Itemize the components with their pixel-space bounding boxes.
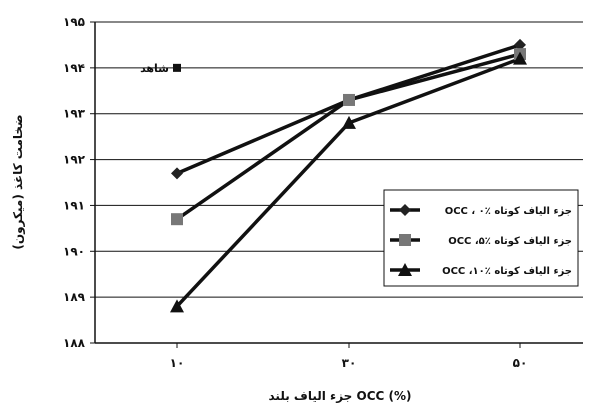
x-tick-label-2: ۵۰	[513, 356, 528, 370]
y-axis-title: ضخامت کاغذ (میکرون)	[11, 114, 26, 249]
y-tick-label-0: ۱۸۸	[63, 336, 86, 350]
x-tick-label-1: ۳۰	[342, 356, 357, 370]
legend: OCC ، جزء الیاف کوتاه ٪۰ OCC ،جزء الیاف ک…	[383, 189, 579, 287]
y-tick-label-3: ۱۹۱	[63, 198, 85, 212]
legend-marker-1	[399, 234, 411, 246]
legend-label-0: OCC ، جزء الیاف کوتاه ٪۰	[445, 206, 572, 217]
legend-marker-0	[399, 204, 411, 216]
series-line-0	[176, 43, 521, 175]
legend-label-2: OCC ،جزء الیاف کوتاه ٪۱۰	[442, 266, 572, 277]
series-1-point-1	[343, 93, 355, 106]
annotation-marker	[173, 63, 181, 72]
series-2-point-2	[513, 51, 527, 65]
series-group	[170, 38, 527, 313]
series-2-point-1	[342, 115, 356, 129]
annotation: شاهد	[140, 62, 181, 75]
y-tick-label-5: ۱۹۳	[63, 107, 86, 121]
series-2-point-0	[170, 299, 184, 313]
x-axis-title: جزء الیاف بلند OCC (%)	[269, 389, 412, 403]
x-tick-label-0: ۱۰	[170, 356, 185, 370]
y-tick-label-7: ۱۹۵	[63, 15, 85, 29]
y-tick-labels: ۱۸۸ ۱۸۹ ۱۹۰ ۱۹۱ ۱۹۲ ۱۹۳ ۱۹۴ ۱۹۵	[63, 15, 86, 350]
axes	[90, 21, 583, 348]
y-tick-label-1: ۱۸۹	[63, 290, 86, 304]
series-1-point-0	[171, 213, 183, 226]
series-0-point-0	[171, 167, 183, 180]
legend-label-1: OCC ،جزء الیاف کوتاه ٪۵	[448, 236, 572, 247]
y-tick-label-6: ۱۹۴	[63, 61, 85, 75]
y-tick-label-4: ۱۹۲	[63, 153, 86, 167]
y-tick-label-2: ۱۹۰	[63, 244, 85, 258]
series-0-point-2	[514, 38, 526, 51]
annotation-label: شاهد	[140, 62, 169, 75]
legend-marker-2	[398, 263, 412, 276]
x-tick-labels: ۱۰ ۳۰ ۵۰	[170, 356, 528, 370]
